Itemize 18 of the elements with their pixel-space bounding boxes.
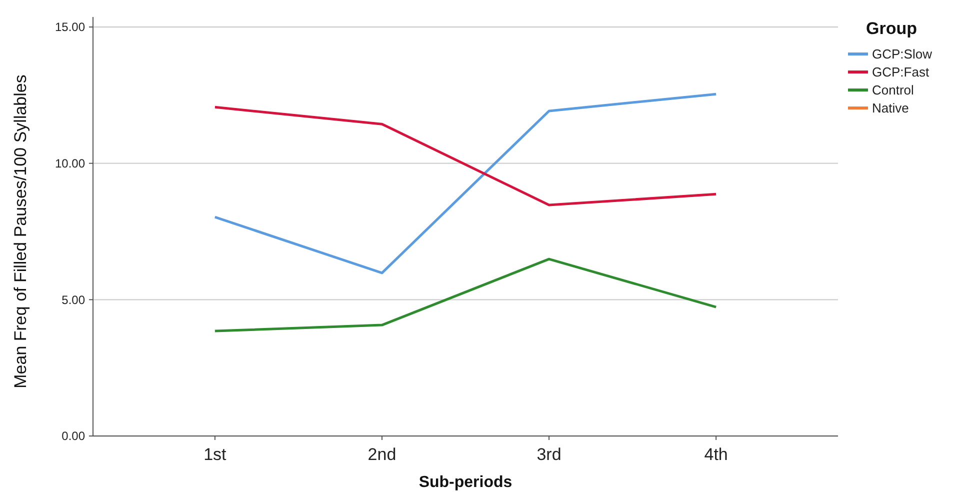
- legend-label: GCP:Slow: [872, 46, 933, 62]
- legend-title: Group: [866, 19, 917, 38]
- x-tick-label: 2nd: [368, 445, 396, 464]
- x-tick-label: 4th: [704, 445, 728, 464]
- x-axis-title: Sub-periods: [418, 474, 512, 491]
- x-tick-label: 3rd: [536, 445, 562, 464]
- y-tick-label: 0.00: [62, 429, 86, 444]
- legend-label: Native: [872, 100, 909, 116]
- legend-label: Control: [872, 82, 914, 98]
- y-tick-label: 15.00: [54, 20, 86, 34]
- line-series: [214, 106, 718, 206]
- y-axis-title: Mean Freq of Filled Pauses/100 Syllables: [11, 74, 30, 388]
- y-tick-label: 10.00: [54, 156, 86, 171]
- line-series: [214, 92, 718, 274]
- line-series: [214, 258, 718, 332]
- legend-label: GCP:Fast: [872, 64, 930, 80]
- y-tick-label: 5.00: [62, 292, 86, 307]
- x-tick-label: 1st: [204, 445, 227, 464]
